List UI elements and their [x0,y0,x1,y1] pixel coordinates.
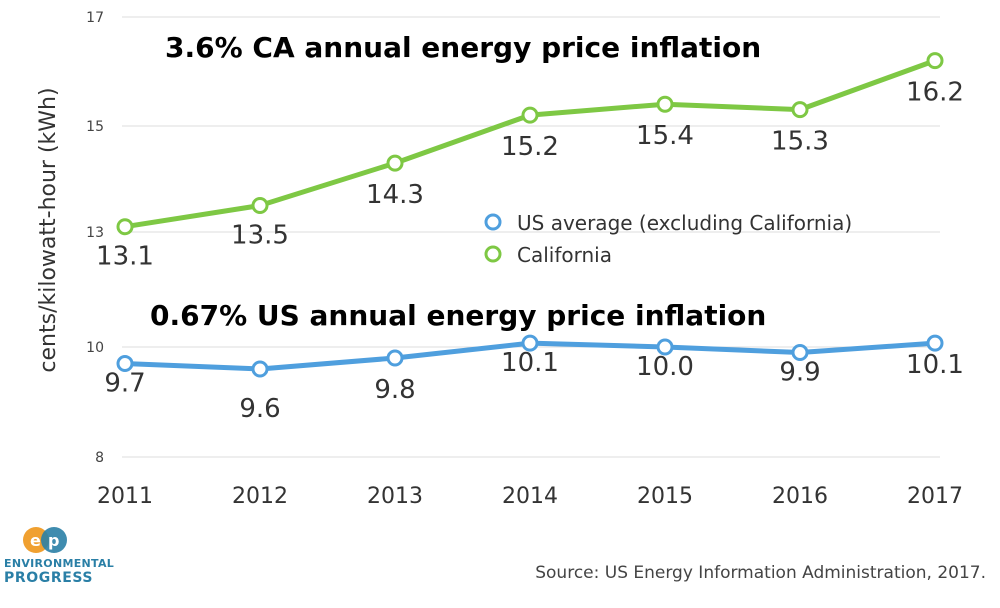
x-tick-label: 2011 [97,484,153,509]
y-tick-label: 13 [86,225,104,241]
data-point-ca [926,52,944,70]
data-point-ca [251,197,269,214]
data-label-ca: 13.5 [231,221,289,251]
data-label-ca: 15.3 [771,127,829,157]
source-note: Source: US Energy Information Administra… [535,563,986,583]
data-label-us: 10.1 [906,350,964,380]
x-tick-label: 2012 [232,484,288,509]
svg-text:p: p [48,531,59,550]
data-label-ca: 15.2 [501,132,559,162]
data-label-ca: 13.1 [96,242,154,272]
data-label-ca: 14.3 [366,180,424,210]
x-tick-label: 2017 [907,484,963,509]
legend-label-us: US average (excluding California) [517,211,852,235]
line-chart: 8 10 13 15 17 cents/kilowatt-hour (kWh) 2011… [36,10,964,509]
y-tick-label: 8 [95,450,104,466]
data-point-ca [521,106,539,124]
y-tick-label: 15 [86,119,104,135]
x-tick-label: 2016 [772,484,828,509]
y-axis-ticks: 8 10 13 15 17 [86,10,104,466]
annotation-ca-inflation: 3.6% CA annual energy price inflation [165,31,761,64]
data-point-us [656,338,674,356]
data-point-us [116,355,134,372]
data-label-us: 10.1 [501,348,559,378]
y-tick-label: 10 [86,340,104,356]
ep-logo-icon: e p [23,527,67,553]
y-axis-label: cents/kilowatt-hour (kWh) [36,87,61,372]
data-label-us: 9.6 [239,394,280,424]
data-point-us [386,349,404,367]
x-tick-label: 2015 [637,484,693,509]
legend-marker-ca [484,245,502,263]
data-point-ca [791,101,809,119]
data-point-us [791,344,809,361]
data-point-us [251,360,269,378]
data-label-us: 10.0 [636,352,694,382]
data-point-ca [656,95,674,113]
data-point-ca [386,154,404,172]
data-label-us: 9.7 [104,369,145,399]
data-label-ca: 16.2 [906,78,964,108]
logo-line2: PROGRESS [4,570,94,586]
data-point-ca [116,218,134,236]
series-group: 9.7 9.6 9.8 10.1 10.0 9.9 10.1 13.1 13.5 14.3 15.2… [96,52,964,424]
data-label-ca: 15.4 [636,121,694,151]
svg-text:e: e [30,531,41,550]
x-tick-label: 2014 [502,484,558,509]
data-point-us [521,334,539,352]
y-tick-label: 17 [86,10,104,26]
logo-line1: ENVIRONMENTAL [4,557,115,570]
legend-marker-us [484,213,502,231]
data-point-us [926,334,944,352]
annotation-us-inflation: 0.67% US annual energy price inflation [150,299,766,332]
data-label-us: 9.8 [374,375,415,405]
legend: US average (excluding California) Califo… [484,211,852,267]
x-tick-label: 2013 [367,484,423,509]
x-axis-ticks: 2011 2012 2013 2014 2015 2016 2017 [97,484,963,509]
legend-label-ca: California [517,243,612,267]
environmental-progress-logo: e p ENVIRONMENTAL PROGRESS [0,524,115,608]
data-label-us: 9.9 [779,358,820,388]
